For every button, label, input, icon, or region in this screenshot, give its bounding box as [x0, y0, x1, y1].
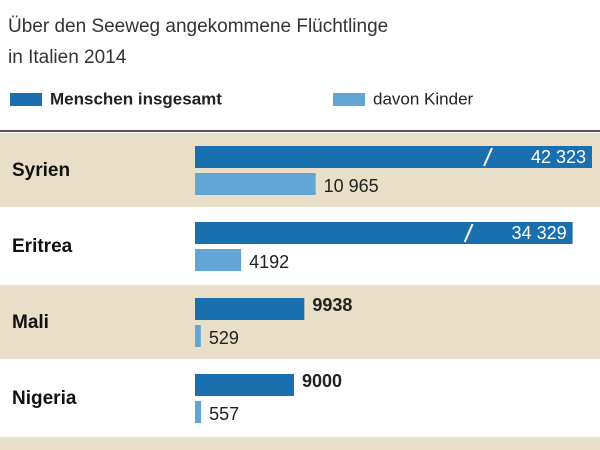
value-label: 34 329 [512, 223, 567, 243]
category-label: Mali [12, 312, 49, 333]
value-label: 557 [209, 404, 239, 424]
value-label: 9938 [312, 295, 352, 315]
value-label: 9000 [302, 371, 342, 391]
value-label: 4192 [249, 252, 289, 272]
value-label: 42 323 [531, 147, 586, 167]
category-label: Nigeria [12, 388, 77, 409]
bar-break [483, 147, 493, 167]
value-label: 529 [209, 328, 239, 348]
legend-swatch [10, 93, 42, 106]
bar [195, 374, 294, 396]
row-background [0, 361, 600, 435]
legend-swatch [333, 93, 365, 106]
bar [195, 249, 242, 271]
subtitle: in Italien 2014 [8, 47, 127, 68]
value-label: 10 965 [324, 176, 379, 196]
legend-label: Menschen insgesamt [50, 89, 222, 108]
category-label: Syrien [12, 160, 70, 181]
bar [195, 401, 202, 423]
bar [195, 325, 201, 347]
row-background [0, 437, 600, 450]
row-background [0, 133, 600, 207]
row-background [0, 209, 600, 283]
category-label: Eritrea [12, 236, 73, 257]
bar [195, 222, 573, 244]
row-background [0, 285, 600, 359]
subtitle: Über den Seeweg angekommene Flüchtlinge [8, 16, 388, 37]
bar [195, 173, 316, 195]
legend-label: davon Kinder [373, 89, 474, 108]
bar-break [463, 223, 474, 243]
bar [195, 298, 305, 320]
bar [195, 146, 592, 168]
